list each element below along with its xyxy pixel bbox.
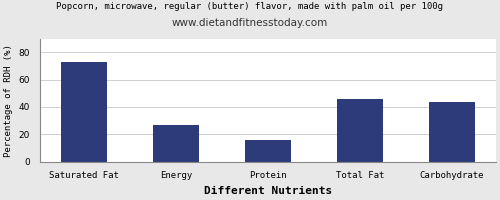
Bar bbox=[245, 140, 291, 162]
Bar bbox=[60, 62, 106, 162]
Text: www.dietandfitnesstoday.com: www.dietandfitnesstoday.com bbox=[172, 18, 328, 28]
Bar bbox=[153, 125, 199, 162]
Bar bbox=[429, 102, 475, 162]
X-axis label: Different Nutrients: Different Nutrients bbox=[204, 186, 332, 196]
Text: Popcorn, microwave, regular (butter) flavor, made with palm oil per 100g: Popcorn, microwave, regular (butter) fla… bbox=[56, 2, 444, 11]
Y-axis label: Percentage of RDH (%): Percentage of RDH (%) bbox=[4, 44, 13, 157]
Bar bbox=[337, 99, 383, 162]
